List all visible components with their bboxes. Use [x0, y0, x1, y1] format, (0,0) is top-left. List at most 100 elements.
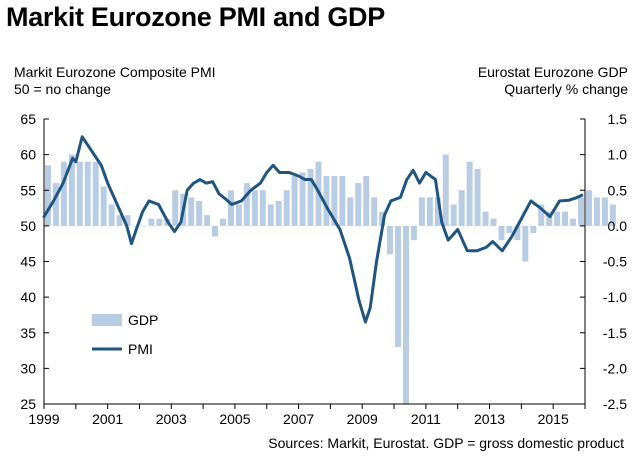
gdp-bar: [92, 161, 99, 226]
gdp-bar: [514, 225, 521, 241]
gdp-bar: [116, 215, 123, 226]
legend-gdp-label: GDP: [128, 312, 158, 328]
gdp-bar: [379, 211, 386, 226]
source-note: Sources: Markit, Eurostat. GDP = gross d…: [268, 435, 624, 451]
gdp-bar: [52, 183, 59, 226]
gdp-bar: [212, 225, 219, 237]
gdp-bar: [371, 197, 378, 226]
gdp-bar: [347, 197, 354, 226]
left-tick-label: 25: [20, 396, 36, 412]
gdp-bar: [466, 161, 473, 226]
x-tick-label: 2005: [219, 411, 250, 427]
right-tick-label: 1.5: [608, 111, 628, 127]
gdp-bar: [562, 211, 569, 226]
x-tick-label: 1999: [28, 411, 59, 427]
gdp-bar: [275, 200, 282, 226]
right-tick-label: -1.0: [603, 289, 627, 305]
legend: GDP PMI: [92, 312, 158, 357]
gdp-bar: [506, 225, 513, 234]
gdp-bar: [196, 200, 203, 226]
chart-title: Markit Eurozone PMI and GDP: [6, 2, 385, 32]
gdp-bar: [307, 168, 314, 226]
gdp-bar: [403, 225, 409, 405]
gdp-bar: [586, 190, 592, 226]
gdp-bar: [331, 176, 338, 226]
gdp-bar: [609, 204, 616, 226]
gdp-bar: [267, 204, 274, 226]
gdp-bar: [220, 218, 226, 226]
x-tick-label: 2011: [411, 411, 441, 427]
left-axis-note: 50 = no change: [14, 81, 111, 97]
gdp-bar: [554, 211, 561, 226]
gdp-bar: [148, 218, 155, 226]
gdp-bar: [578, 197, 584, 226]
gdp-bar: [474, 168, 481, 226]
left-tick-label: 45: [20, 254, 36, 270]
chart-axes: 65 60 55 50 45 40 35 30 25 1.5 1.0 0.5 0.0 -0.5 -1.0 -1…: [20, 111, 627, 427]
gdp-bar: [291, 176, 298, 226]
left-tick-label: 30: [20, 360, 36, 376]
gdp-bar: [442, 154, 449, 226]
gdp-bar: [299, 172, 306, 226]
gdp-bar: [570, 218, 577, 226]
gdp-bars: [45, 154, 616, 405]
gdp-bar: [235, 204, 242, 226]
gdp-bar: [418, 197, 425, 226]
gdp-bar: [132, 225, 139, 227]
gdp-bar: [204, 215, 211, 226]
gdp-bar: [458, 190, 465, 226]
left-tick-label: 65: [20, 111, 36, 127]
x-tick-label: 2007: [283, 411, 314, 427]
right-tick-label: 1.0: [608, 147, 628, 163]
gdp-bar: [395, 225, 402, 348]
gdp-bar: [124, 215, 131, 226]
pmi-series: [42, 135, 584, 324]
gdp-bar: [482, 211, 489, 226]
right-tick-label: 0.0: [608, 218, 628, 234]
gdp-bar: [434, 197, 441, 226]
gdp-bar: [227, 190, 234, 226]
gdp-bar: [100, 186, 107, 226]
gdp-bar: [593, 197, 600, 226]
right-tick-label: -2.0: [603, 360, 627, 376]
gdp-bar: [60, 161, 67, 226]
gdp-bar: [283, 190, 290, 226]
right-axis-caption: Eurostat Eurozone GDP Quarterly % change: [478, 64, 628, 98]
gdp-bar: [426, 197, 433, 226]
x-tick-label: 2015: [538, 411, 569, 427]
right-axis-note: Quarterly % change: [504, 81, 628, 97]
x-tick-label: 2001: [92, 411, 123, 427]
left-axis-label: Markit Eurozone Composite PMI: [14, 64, 216, 80]
gdp-bar: [156, 218, 163, 226]
gdp-bar: [108, 204, 115, 226]
legend-gdp-swatch: [92, 314, 122, 326]
legend-pmi-label: PMI: [128, 341, 153, 357]
gdp-bar: [323, 176, 330, 226]
gdp-bar: [490, 218, 497, 226]
x-tick-label: 2003: [156, 411, 187, 427]
gdp-bar: [410, 225, 417, 241]
gdp-bar: [522, 225, 529, 262]
right-axis-label: Eurostat Eurozone GDP: [477, 64, 628, 80]
gdp-bar: [251, 190, 258, 226]
right-tick-label: 0.5: [608, 182, 628, 198]
x-tick-label: 2009: [347, 411, 378, 427]
left-tick-label: 60: [20, 147, 36, 163]
gdp-bar: [76, 161, 83, 226]
left-axis-caption: Markit Eurozone Composite PMI 50 = no ch…: [14, 64, 216, 98]
gdp-bar: [259, 190, 266, 226]
gdp-bar: [538, 204, 545, 226]
pmi-line: [42, 135, 584, 324]
gdp-bar: [172, 190, 179, 226]
gdp-bar: [387, 225, 394, 255]
gdp-bar: [363, 176, 370, 226]
gdp-bar: [498, 225, 505, 241]
gdp-bar: [188, 197, 195, 226]
left-tick-label: 50: [20, 218, 36, 234]
gdp-bar: [450, 204, 457, 226]
gdp-bar: [243, 183, 250, 226]
gdp-bar: [84, 161, 91, 226]
gdp-bar: [530, 225, 537, 234]
gdp-bar: [601, 197, 608, 226]
